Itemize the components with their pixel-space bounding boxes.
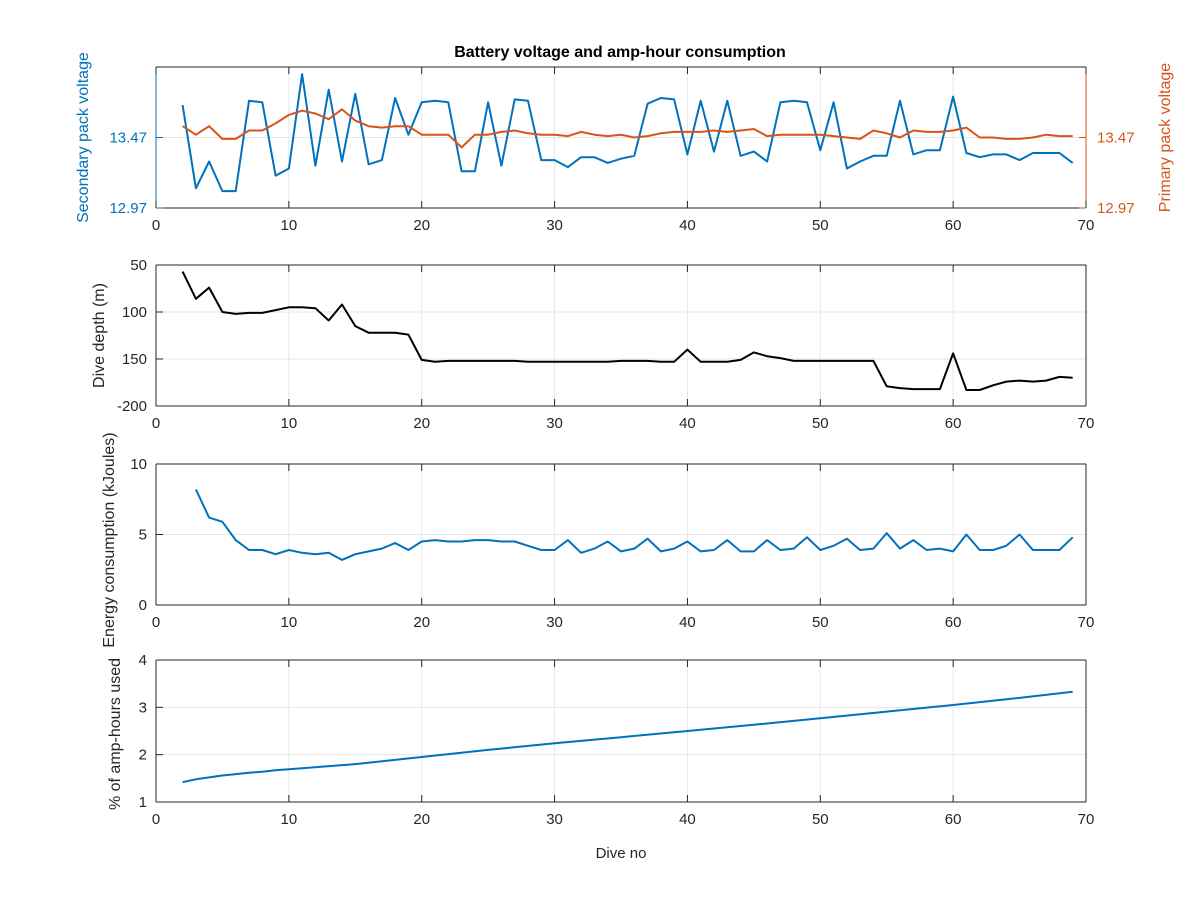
y-tick-label: 100 xyxy=(122,304,147,321)
x-tick-label: 30 xyxy=(546,614,563,631)
x-tick-label: 20 xyxy=(413,415,430,432)
y-axis-label: Energy consumption (kJoules) xyxy=(101,432,118,647)
x-tick-label: 0 xyxy=(152,415,160,432)
y-tick-label: 5 xyxy=(139,527,147,544)
x-tick-label: 10 xyxy=(281,415,298,432)
y-tick-label: 13.47 xyxy=(109,130,147,147)
subplot-3: 0 10 20 30 40 50 60 70 0 5 10 Energy consumption (k… xyxy=(101,432,1094,647)
y-axis-label: Dive depth (m) xyxy=(91,283,108,388)
series-line xyxy=(181,271,1073,391)
x-axis-label: Dive no xyxy=(596,845,647,862)
y-tick-label: -200 xyxy=(117,398,147,415)
x-tick-label: 70 xyxy=(1078,217,1095,234)
y-tick-label: 50 xyxy=(130,257,147,274)
series-line xyxy=(194,488,1074,561)
subplot-4: 0 10 20 30 40 50 60 70 1 2 3 4 % of amp-hours used Di… xyxy=(107,652,1094,862)
x-tick-label: 40 xyxy=(679,614,696,631)
y-tick-label: 150 xyxy=(122,351,147,368)
x-tick-label: 70 xyxy=(1078,614,1095,631)
y-tick-label: 2 xyxy=(139,747,147,764)
y-tick-label: 4 xyxy=(139,652,147,669)
y-tick-label: 10 xyxy=(130,456,147,473)
x-tick-label: 10 xyxy=(281,811,298,828)
x-tick-label: 20 xyxy=(413,217,430,234)
x-tick-label: 50 xyxy=(812,217,829,234)
x-tick-label: 0 xyxy=(152,811,160,828)
x-tick-label: 40 xyxy=(679,415,696,432)
x-tick-label: 0 xyxy=(152,217,160,234)
y-tick-label: 1 xyxy=(139,794,147,811)
subplot-2: 0 10 20 30 40 50 60 70 50 100 150 -200 Dive depth (m… xyxy=(91,257,1094,432)
x-tick-label: 10 xyxy=(281,614,298,631)
x-tick-label: 50 xyxy=(812,614,829,631)
x-tick-label: 50 xyxy=(812,415,829,432)
x-tick-label: 40 xyxy=(679,217,696,234)
x-tick-label: 60 xyxy=(945,415,962,432)
x-tick-label: 20 xyxy=(413,811,430,828)
x-tick-label: 60 xyxy=(945,217,962,234)
figure-title: Battery voltage and amp-hour consumption xyxy=(454,44,786,61)
secondary-voltage-line xyxy=(181,73,1074,193)
x-tick-label: 70 xyxy=(1078,811,1095,828)
x-tick-label: 60 xyxy=(945,614,962,631)
y-tick-label: 0 xyxy=(139,597,147,614)
y-right-tick-label: 13.47 xyxy=(1097,130,1135,147)
plot-area xyxy=(156,660,1086,802)
primary-voltage-line xyxy=(182,108,1073,149)
x-tick-label: 70 xyxy=(1078,415,1095,432)
y-axis-right-label: Primary pack voltage xyxy=(1157,63,1174,212)
x-tick-label: 60 xyxy=(945,811,962,828)
series-line xyxy=(182,690,1073,784)
y-axis-label: Secondary pack voltage xyxy=(75,52,92,223)
x-tick-label: 50 xyxy=(812,811,829,828)
x-tick-label: 10 xyxy=(281,217,298,234)
x-tick-label: 40 xyxy=(679,811,696,828)
y-tick-label: 12.97 xyxy=(109,200,147,217)
y-axis-label: % of amp-hours used xyxy=(107,658,124,810)
x-tick-label: 20 xyxy=(413,614,430,631)
x-tick-label: 30 xyxy=(546,415,563,432)
x-tick-label: 0 xyxy=(152,614,160,631)
plot-area xyxy=(156,265,1086,406)
x-tick-label: 30 xyxy=(546,217,563,234)
y-right-tick-label: 12.97 xyxy=(1097,200,1135,217)
y-tick-label: 3 xyxy=(139,699,147,716)
x-tick-label: 30 xyxy=(546,811,563,828)
